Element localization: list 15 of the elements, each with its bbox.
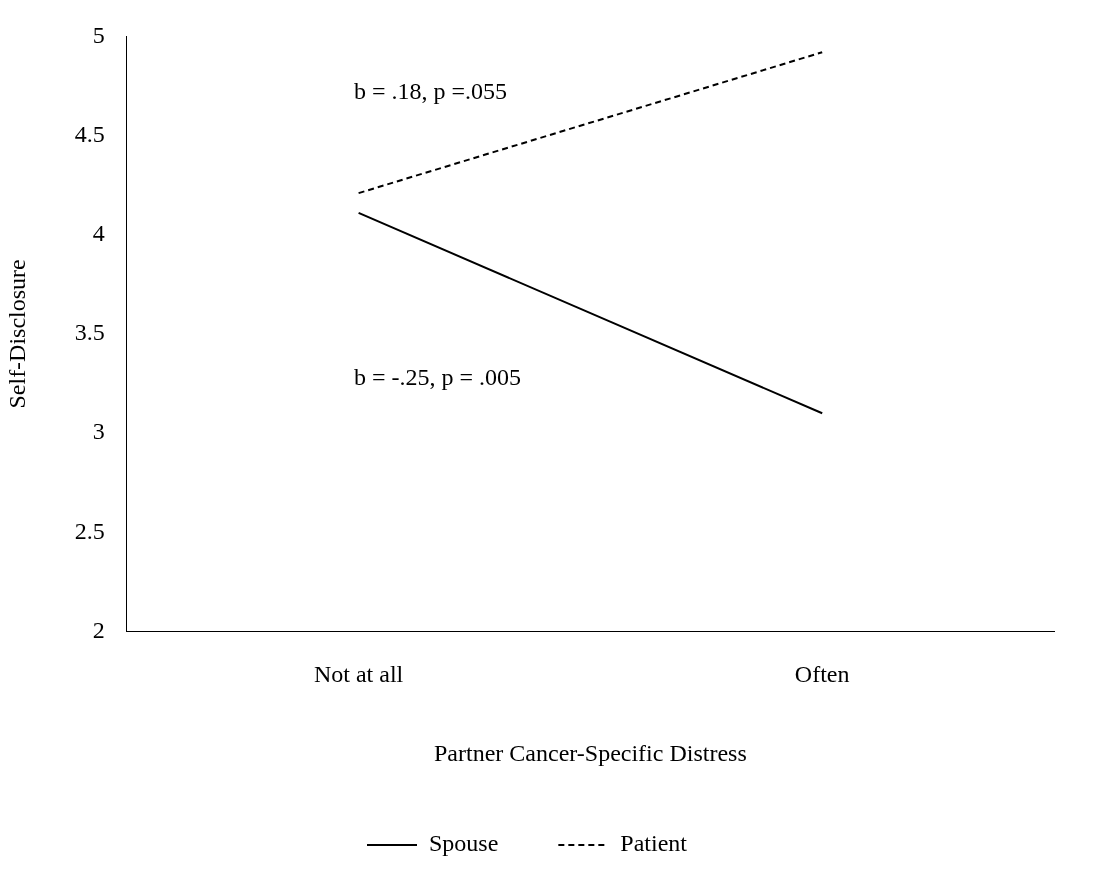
y-tick-label: 3 (92, 418, 105, 445)
x-tick-label: Not at all (313, 661, 404, 688)
y-tick-label: 4 (92, 220, 105, 247)
y-tick-label: 4.5 (74, 120, 105, 147)
y-axis-title: Self-Disclosure (3, 259, 30, 409)
x-axis-title: Partner Cancer-Specific Distress (434, 739, 747, 766)
legend-label: Patient (620, 830, 688, 857)
y-tick-label: 2 (92, 616, 105, 643)
legend-label: Spouse (429, 830, 499, 857)
y-tick-label: 2.5 (74, 517, 105, 544)
y-tick-label: 3.5 (74, 319, 105, 346)
annotation: b = -.25, p = .005 (353, 363, 522, 390)
annotation: b = .18, p =.055 (353, 78, 508, 105)
x-tick-label: Often (794, 661, 850, 688)
y-tick-label: 5 (92, 21, 105, 48)
